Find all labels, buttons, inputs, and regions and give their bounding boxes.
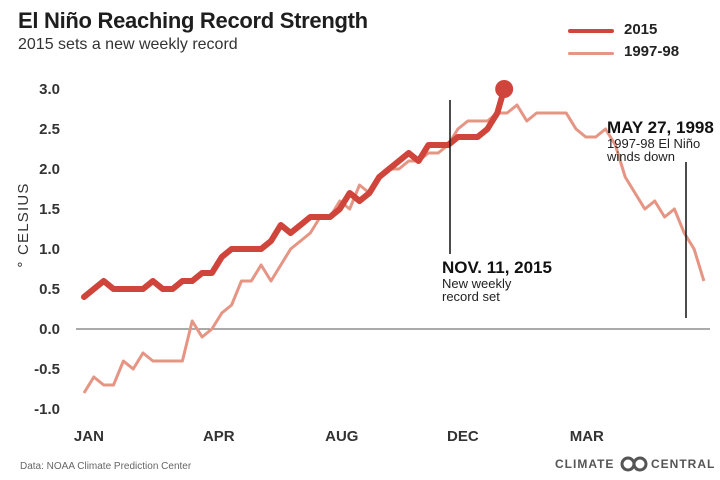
annotation-text: record set (442, 289, 500, 304)
y-tick-label: -1.0 (34, 401, 60, 418)
legend-item-2015: 2015 (568, 20, 718, 42)
legend: 2015 1997-98 (568, 20, 718, 64)
y-tick-label: 2.0 (39, 161, 60, 178)
brand-logo: CLIMATE CENTRAL (555, 455, 715, 475)
x-tick-label: JAN (74, 428, 104, 445)
y-tick-label: 3.0 (39, 81, 60, 98)
record-end-marker (495, 80, 514, 98)
legend-swatch-2015 (568, 29, 614, 33)
annotation-text: New weekly (442, 276, 512, 291)
x-tick-label: DEC (447, 428, 479, 445)
y-tick-label: 1.5 (39, 201, 60, 218)
series-line-1997-98 (82, 103, 706, 394)
y-axis: -1.0 -0.5 0.0 0.5 1.0 1.5 2.0 2.5 3.0 (34, 81, 60, 418)
y-tick-label: 2.5 (39, 121, 60, 138)
x-tick-label: MAR (570, 428, 604, 445)
chart-subtitle: 2015 sets a new weekly record (18, 36, 238, 53)
brand-name-left: CLIMATE (555, 457, 615, 471)
legend-label-2015: 2015 (624, 21, 658, 38)
brand-name-right: CENTRAL (651, 457, 716, 471)
legend-item-1997-98: 1997-98 (568, 42, 718, 64)
y-tick-label: -0.5 (34, 361, 60, 378)
y-tick-label: 0.0 (39, 321, 60, 338)
annotation-title: MAY 27, 1998 (607, 118, 714, 137)
x-axis: JAN APR AUG DEC MAR (74, 428, 604, 445)
data-source: Data: NOAA Climate Prediction Center (20, 461, 192, 472)
infinity-logo-icon (620, 456, 648, 472)
annotation-text: winds down (606, 149, 675, 164)
y-axis-label: ° CELSIUS (15, 182, 32, 267)
x-tick-label: APR (203, 428, 235, 445)
chart-title: El Niño Reaching Record Strength (18, 8, 368, 33)
x-tick-label: AUG (325, 428, 358, 445)
annotation-title: NOV. 11, 2015 (442, 258, 552, 277)
y-tick-label: 1.0 (39, 241, 60, 258)
series-line-2015 (81, 86, 508, 300)
legend-swatch-1997-98 (568, 52, 614, 55)
annotation-text: 1997-98 El Niño (607, 136, 700, 151)
y-tick-label: 0.5 (39, 281, 60, 298)
legend-label-1997-98: 1997-98 (624, 43, 680, 60)
